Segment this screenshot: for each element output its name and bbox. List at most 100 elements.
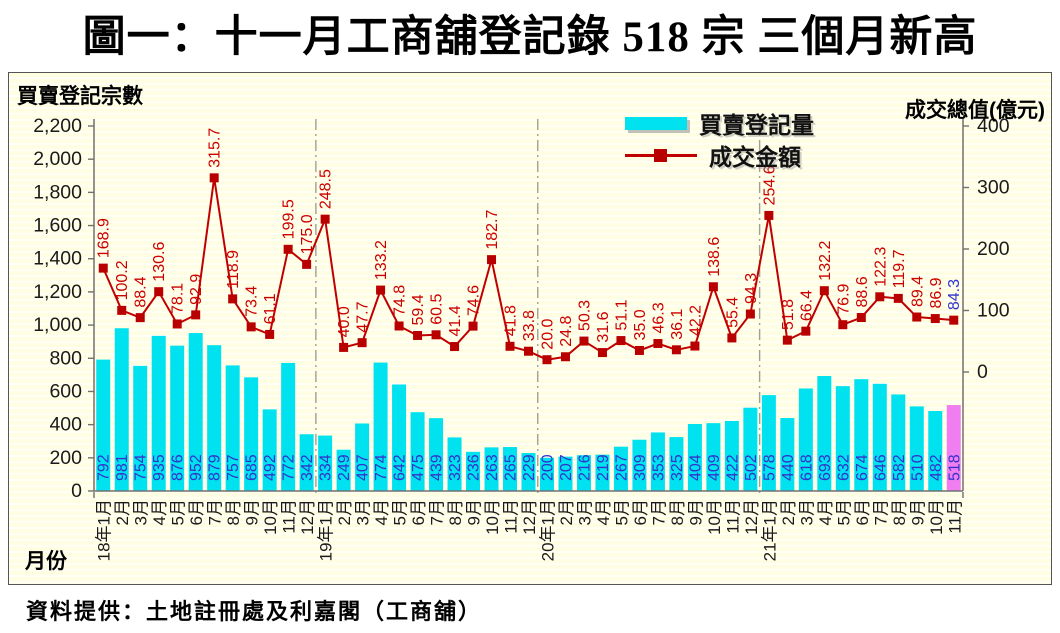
y-left-tick-label: 600 [49, 380, 82, 402]
line-marker [505, 341, 515, 351]
line-marker [912, 312, 922, 322]
bar-value-label: 475 [410, 454, 427, 481]
y-left-tick-label: 1,200 [33, 281, 82, 303]
x-axis-labels: 18年1月 2月 3月 4月 5月 6月 7月 8月 9月 10月 11月 12月 19年1月 2月 3月 4… [95, 499, 965, 561]
bar-10月 [928, 411, 943, 491]
bar-9月 [244, 377, 259, 491]
x-tick-label: 6月 [853, 499, 872, 525]
line-value-label: 118.9 [225, 250, 242, 289]
y-left-tick-label: 400 [49, 414, 82, 436]
bar-5月 [170, 345, 185, 491]
x-tick-label: 19年1月 [317, 499, 336, 561]
x-tick-label: 21年1月 [760, 499, 779, 561]
legend-item-line: 成交金額 [625, 139, 814, 171]
x-tick-label: 8月 [890, 499, 909, 525]
x-tick-label: 9月 [908, 499, 927, 525]
x-tick-label: 8月 [224, 499, 243, 525]
bar-value-label: 265 [503, 454, 520, 481]
line-value-label: 20.0 [539, 318, 556, 349]
line-marker [376, 285, 386, 295]
bar-value-label: 482 [928, 454, 945, 481]
x-tick-label: 3月 [132, 499, 151, 525]
line-value-label: 130.6 [151, 242, 168, 282]
axes [93, 119, 964, 498]
bar-value-label: 772 [281, 454, 298, 481]
y-left-tick-label: 0 [71, 480, 82, 502]
bar-value-label: 200 [539, 454, 556, 481]
line-value-label: 24.8 [558, 316, 575, 347]
line-value-label: 88.6 [854, 276, 871, 307]
line-marker [431, 330, 441, 340]
x-tick-label: 10月 [261, 499, 280, 535]
bar-value-label: 267 [613, 454, 630, 481]
bar-value-label: 323 [447, 454, 464, 481]
line-value-label: 60.5 [429, 294, 446, 325]
line-value-label: 41.8 [503, 305, 520, 336]
year-separators [315, 119, 761, 497]
line-value-label: 254.6 [761, 165, 778, 205]
x-tick-label: 10月 [927, 499, 946, 535]
bar-value-label: 353 [650, 454, 667, 481]
line-value-label: 89.4 [909, 276, 926, 307]
line-value-label: 59.4 [410, 294, 427, 325]
bar-value-label: 440 [780, 454, 797, 481]
bar-value-label: 334 [318, 454, 335, 481]
x-tick-label: 11月 [502, 499, 521, 534]
line-marker [339, 342, 349, 352]
line-value-label: 61.1 [262, 293, 279, 324]
bar-11月 [946, 405, 961, 491]
bar-value-label: 236 [466, 454, 483, 481]
bar-6月 [854, 379, 869, 491]
line-marker [320, 214, 330, 224]
x-tick-label: 11月 [280, 499, 299, 534]
line-value-label: 122.3 [872, 247, 889, 287]
x-tick-label: 2月 [335, 499, 354, 525]
x-tick-label: 4月 [816, 499, 835, 525]
line-marker [708, 282, 718, 292]
line-value-label: 66.4 [798, 290, 815, 321]
line-value-label: 76.9 [835, 283, 852, 314]
y-left-tick-label: 1,400 [33, 248, 82, 270]
x-tick-label: 9月 [465, 499, 484, 525]
y-left-tick-label: 1,600 [33, 215, 82, 237]
line-value-label: 33.8 [521, 310, 538, 341]
x-tick-label: 6月 [187, 499, 206, 525]
line-marker [283, 244, 293, 254]
line-value-label: 175.0 [299, 214, 316, 254]
line-markers [98, 173, 959, 365]
x-axis-title: 月份 [25, 550, 67, 573]
line-value-label: 31.6 [595, 311, 612, 342]
line-value-label: 88.4 [133, 276, 150, 307]
bar-value-label: 229 [521, 454, 538, 481]
bar-12月 [521, 453, 536, 491]
bars-group [96, 328, 961, 491]
x-tick-label: 10月 [483, 499, 502, 535]
line-value-label: 47.7 [355, 301, 372, 332]
x-tick-label: 11月 [723, 499, 742, 534]
bar-3月 [576, 455, 591, 491]
bar-6月 [188, 333, 203, 491]
bar-value-label: 325 [669, 454, 686, 481]
line-marker [634, 345, 644, 355]
line-marker [228, 294, 238, 304]
line-marker [135, 313, 145, 323]
bar-value-label: 618 [798, 454, 815, 481]
bar-3月 [355, 423, 370, 491]
line-value-label: 50.3 [576, 300, 593, 331]
line-marker [690, 341, 700, 351]
bar-8月 [447, 437, 462, 491]
combo-chart: 0 200 400 600 800 1,000 1,200 1,400 1,600 1,800 2,… [8, 72, 1052, 585]
line-marker [468, 321, 478, 331]
x-tick-label: 6月 [409, 499, 428, 525]
bar-5月 [613, 446, 628, 491]
bar-value-label: 642 [392, 454, 409, 481]
bar-10月 [262, 409, 277, 491]
bar-21年1月 [761, 395, 776, 491]
bar-4月 [595, 454, 610, 491]
bar-6月 [632, 439, 647, 491]
x-tick-label: 10月 [705, 499, 724, 535]
x-tick-label: 12月 [520, 499, 539, 535]
x-tick-label: 8月 [446, 499, 465, 525]
line-marker [413, 330, 423, 340]
